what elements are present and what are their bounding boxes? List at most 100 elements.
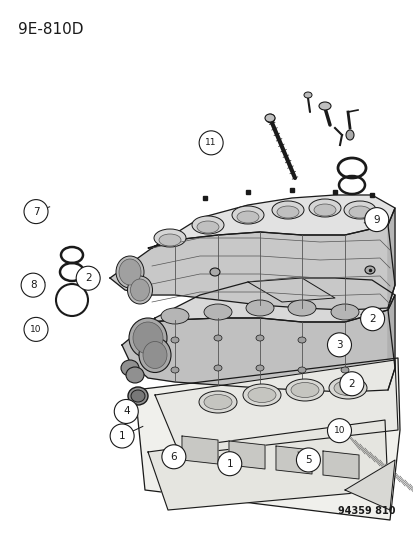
Ellipse shape — [328, 377, 366, 399]
Ellipse shape — [236, 211, 259, 223]
Ellipse shape — [287, 300, 315, 316]
Text: 8: 8 — [30, 280, 36, 290]
Circle shape — [360, 306, 384, 331]
Ellipse shape — [142, 342, 166, 368]
Ellipse shape — [121, 360, 139, 376]
Polygon shape — [387, 295, 394, 390]
Ellipse shape — [364, 266, 374, 274]
Circle shape — [161, 445, 185, 469]
Ellipse shape — [297, 337, 305, 343]
Text: 6: 6 — [170, 452, 177, 462]
Ellipse shape — [119, 259, 141, 285]
Polygon shape — [322, 451, 358, 479]
Ellipse shape — [290, 383, 318, 398]
Ellipse shape — [245, 300, 273, 316]
Ellipse shape — [171, 337, 178, 343]
Text: 1: 1 — [119, 431, 125, 441]
Ellipse shape — [154, 229, 185, 247]
Ellipse shape — [231, 206, 263, 224]
Circle shape — [114, 399, 138, 424]
Ellipse shape — [297, 367, 305, 373]
Ellipse shape — [209, 268, 219, 276]
Ellipse shape — [133, 322, 163, 354]
Polygon shape — [344, 460, 394, 510]
Ellipse shape — [126, 367, 144, 383]
Ellipse shape — [130, 279, 149, 301]
Ellipse shape — [199, 391, 236, 413]
Ellipse shape — [255, 335, 263, 341]
Polygon shape — [110, 225, 394, 310]
Ellipse shape — [271, 201, 303, 219]
Ellipse shape — [242, 384, 280, 406]
Text: 9E-810D: 9E-810D — [18, 22, 83, 37]
Text: 10: 10 — [333, 426, 344, 435]
Ellipse shape — [197, 221, 218, 233]
Ellipse shape — [345, 130, 353, 140]
Ellipse shape — [204, 394, 231, 409]
Circle shape — [199, 131, 223, 155]
Text: 5: 5 — [304, 455, 311, 465]
Ellipse shape — [343, 201, 375, 219]
Ellipse shape — [116, 256, 144, 288]
Polygon shape — [150, 278, 394, 322]
Ellipse shape — [318, 102, 330, 110]
Text: 4: 4 — [123, 407, 129, 416]
Circle shape — [364, 207, 388, 232]
Circle shape — [24, 199, 48, 224]
Ellipse shape — [159, 234, 180, 246]
Polygon shape — [387, 208, 394, 308]
Polygon shape — [275, 446, 311, 474]
Ellipse shape — [285, 379, 323, 401]
Ellipse shape — [129, 318, 166, 358]
Ellipse shape — [264, 114, 274, 122]
Polygon shape — [228, 441, 264, 469]
Ellipse shape — [255, 365, 263, 371]
Circle shape — [217, 451, 241, 476]
Circle shape — [24, 317, 48, 342]
Ellipse shape — [333, 381, 361, 395]
Text: 11: 11 — [205, 139, 216, 147]
Ellipse shape — [308, 199, 340, 217]
Polygon shape — [147, 195, 394, 248]
Circle shape — [327, 333, 351, 357]
Ellipse shape — [303, 92, 311, 98]
Ellipse shape — [214, 365, 221, 371]
Ellipse shape — [247, 387, 275, 402]
Ellipse shape — [192, 216, 223, 234]
Ellipse shape — [340, 367, 348, 373]
Text: 3: 3 — [335, 340, 342, 350]
Polygon shape — [147, 420, 387, 510]
Ellipse shape — [330, 304, 358, 320]
Ellipse shape — [171, 367, 178, 373]
Ellipse shape — [276, 206, 298, 218]
Polygon shape — [154, 360, 397, 455]
Ellipse shape — [161, 308, 189, 324]
Ellipse shape — [139, 337, 171, 373]
Text: 1: 1 — [226, 459, 233, 469]
Ellipse shape — [131, 390, 145, 402]
Ellipse shape — [127, 276, 152, 304]
Polygon shape — [247, 278, 334, 302]
Circle shape — [21, 273, 45, 297]
Text: 2: 2 — [348, 379, 354, 389]
Circle shape — [296, 448, 320, 472]
Polygon shape — [135, 358, 399, 520]
Polygon shape — [182, 436, 218, 464]
Text: 2: 2 — [85, 273, 91, 283]
Ellipse shape — [128, 387, 147, 405]
Ellipse shape — [313, 204, 335, 216]
Polygon shape — [122, 310, 394, 392]
Ellipse shape — [214, 335, 221, 341]
Circle shape — [76, 266, 100, 290]
Ellipse shape — [372, 314, 382, 322]
Text: 94359 810: 94359 810 — [338, 506, 395, 516]
Circle shape — [339, 372, 363, 396]
Text: 2: 2 — [368, 314, 375, 324]
Circle shape — [110, 424, 134, 448]
Ellipse shape — [204, 304, 231, 320]
Circle shape — [327, 418, 351, 443]
Ellipse shape — [340, 337, 348, 343]
Text: 10: 10 — [30, 325, 42, 334]
Text: 9: 9 — [373, 215, 379, 224]
Ellipse shape — [348, 206, 370, 218]
